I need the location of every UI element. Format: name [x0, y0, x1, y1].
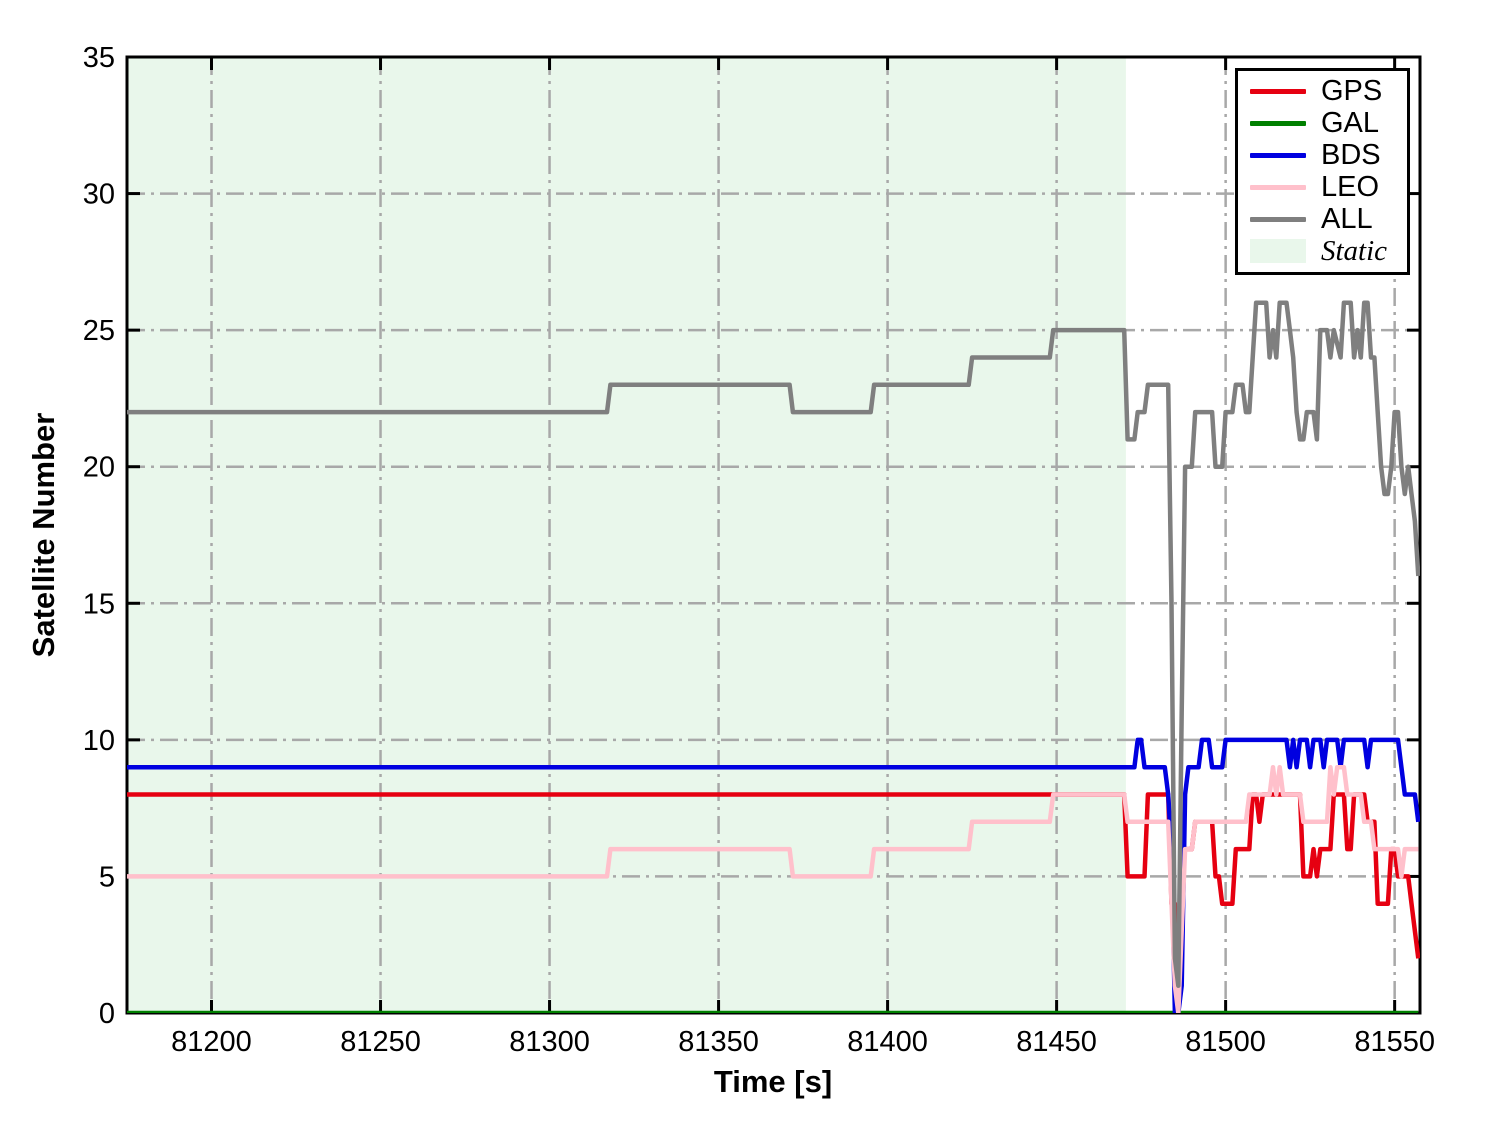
legend-label-all: ALL: [1321, 202, 1373, 235]
x-tick-label: 81500: [1185, 1026, 1266, 1058]
bds-line-swatch: [1250, 153, 1306, 159]
all-line-swatch: [1250, 216, 1306, 222]
x-tick-label: 81450: [1016, 1026, 1097, 1058]
legend: GPS GAL BDS LEO ALL Static: [1235, 68, 1410, 275]
x-tick-label: 81550: [1354, 1026, 1435, 1058]
series-all-line: [127, 300, 1420, 988]
x-tick-label: 81350: [678, 1026, 759, 1058]
legend-item-all: ALL: [1238, 204, 1407, 234]
legend-item-gal: GAL: [1238, 109, 1407, 139]
legend-label-bds: BDS: [1321, 139, 1381, 172]
y-tick-label: 0: [99, 998, 115, 1030]
y-tick-label: 15: [83, 588, 115, 620]
y-tick-label: 25: [83, 315, 115, 347]
static-region-shading: [127, 57, 1126, 1013]
static-region-swatch: [1250, 239, 1306, 264]
legend-label-static: Static: [1321, 234, 1388, 267]
legend-item-gps: GPS: [1238, 77, 1407, 107]
x-tick-label: 81250: [340, 1026, 421, 1058]
leo-line-swatch: [1250, 184, 1306, 190]
y-tick-label: 20: [83, 452, 115, 484]
y-tick-label: 10: [83, 725, 115, 757]
y-tick-label: 30: [83, 179, 115, 211]
legend-item-bds: BDS: [1238, 141, 1407, 171]
legend-label-leo: LEO: [1321, 170, 1380, 203]
x-tick-label: 81400: [847, 1026, 928, 1058]
x-axis-title: Time [s]: [713, 1064, 833, 1099]
series-leo-line: [127, 764, 1419, 1013]
legend-item-static: Static: [1238, 236, 1407, 266]
legend-label-gal: GAL: [1321, 107, 1380, 140]
x-tick-label: 81200: [171, 1026, 252, 1058]
gal-line-swatch: [1250, 121, 1306, 127]
gps-line-swatch: [1250, 89, 1306, 95]
y-tick-label: 35: [83, 42, 115, 74]
x-tick-label: 81300: [509, 1026, 590, 1058]
legend-label-gps: GPS: [1321, 75, 1383, 108]
y-axis-title: Satellite Number: [26, 412, 61, 658]
legend-item-leo: LEO: [1238, 172, 1407, 202]
y-tick-label: 5: [99, 861, 115, 893]
